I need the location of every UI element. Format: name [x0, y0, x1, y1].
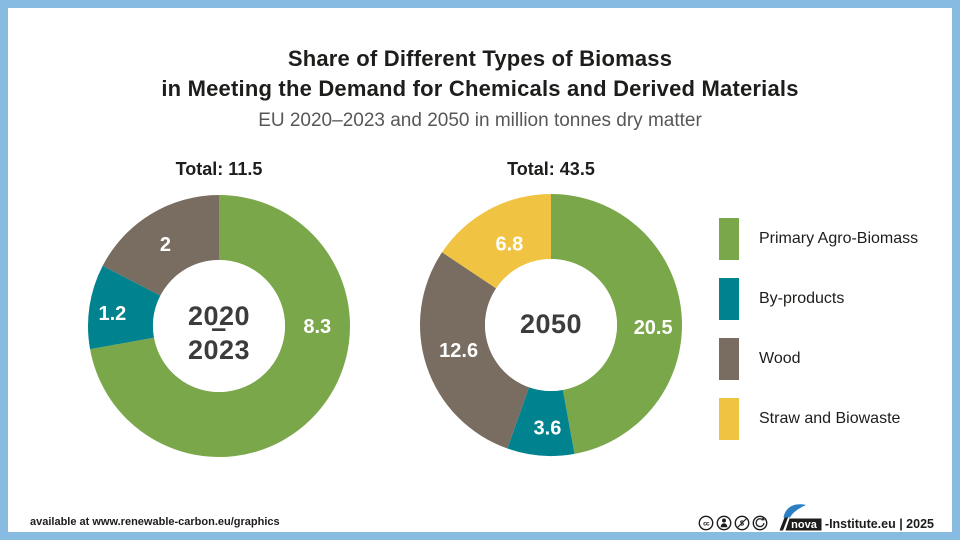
nova-institute-logo: nova	[779, 504, 822, 531]
header: Share of Different Types of Biomass in M…	[8, 44, 952, 132]
cc-icon: cc	[698, 515, 714, 531]
donut-hole	[153, 260, 285, 392]
donut-slice-primary-agro-biomass	[90, 195, 351, 457]
donut-slice-straw-and-biowaste	[442, 194, 551, 289]
slice-value-primary-agro-biomass: 8.3	[303, 316, 331, 338]
total-label-2020-2023: Total: 11.5	[175, 159, 263, 179]
legend-label: Straw and Biowaste	[759, 410, 901, 427]
logo-wordmark: nova	[791, 519, 818, 531]
legend-item-straw-and-biowaste: Straw and Biowaste	[719, 398, 918, 440]
slice-value-by-products: 1.2	[98, 303, 126, 325]
chart-subtitle: EU 2020–2023 and 2050 in million tonnes …	[258, 110, 702, 131]
legend-swatch-primary-agro-biomass	[719, 218, 739, 260]
license-icons: cc $	[698, 515, 768, 531]
legend-item-wood: Wood	[719, 338, 918, 380]
title-line-1: Share of Different Types of Biomass	[287, 46, 673, 71]
nc-icon: $	[734, 515, 750, 531]
footer-branding: cc $ nova -Institute.eu |	[698, 504, 934, 532]
donut-slice-wood	[419, 252, 530, 449]
availability-note: available at www.renewable-carbon.eu/gra…	[30, 516, 280, 528]
slice-value-wood: 12.6	[439, 340, 478, 362]
total-label-2050: Total: 43.5	[507, 159, 595, 179]
donut-slice-by-products	[88, 265, 161, 350]
legend-label: Primary Agro-Biomass	[759, 230, 919, 247]
donut-slice-primary-agro-biomass	[551, 194, 682, 454]
donut-center-label: 2050	[520, 309, 582, 339]
legend-label: By-products	[759, 290, 845, 307]
sa-icon	[752, 515, 768, 531]
legend-item-primary-agro-biomass: Primary Agro-Biomass	[719, 218, 918, 260]
svg-text:cc: cc	[703, 520, 710, 527]
legend-label: Wood	[759, 350, 801, 367]
donut-slice-by-products	[507, 387, 575, 456]
by-icon	[716, 515, 732, 531]
donut-hole	[485, 259, 617, 391]
logo-suffix: -Institute.eu | 2025	[824, 517, 934, 531]
donut-center-label: 2020– 2023	[188, 301, 250, 365]
legend-swatch-wood	[719, 338, 739, 380]
title-line-2: in Meeting the Demand for Chemicals and …	[161, 76, 799, 101]
donut-chart-2050: 20.5 3.6 12.6 6.8 2050	[419, 194, 682, 456]
slice-value-wood: 2	[160, 234, 171, 256]
slice-value-primary-agro-biomass: 20.5	[634, 317, 673, 339]
donut-chart-2020-2023: 8.3 1.2 2 2020– 2023	[88, 195, 351, 457]
slice-value-by-products: 3.6	[534, 417, 562, 439]
legend-swatch-by-products	[719, 278, 739, 320]
logo-sail-icon	[783, 504, 806, 518]
slice-value-straw-and-biowaste: 6.8	[495, 233, 523, 255]
legend-item-by-products: By-products	[719, 278, 918, 320]
legend-swatch-straw-and-biowaste	[719, 398, 739, 440]
legend: Primary Agro-Biomass By-products Wood St…	[719, 218, 918, 458]
donut-slice-wood	[102, 195, 219, 296]
